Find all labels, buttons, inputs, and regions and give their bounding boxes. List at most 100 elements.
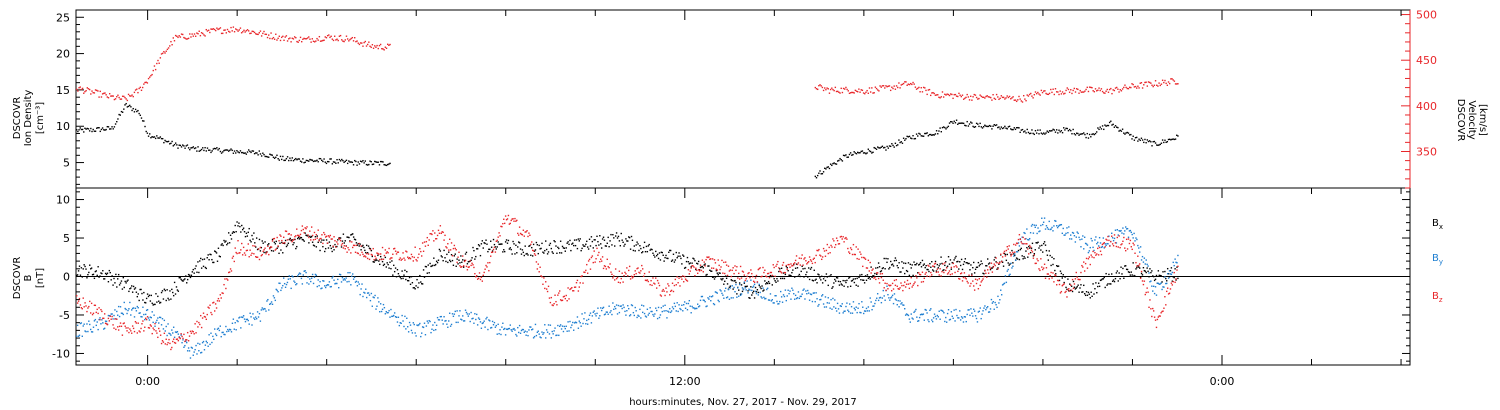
top-data-point (170, 142, 172, 145)
bottom-data-point-bx (997, 267, 999, 269)
bottom-data-point-bz (1079, 278, 1081, 281)
bottom-data-point-by (462, 320, 465, 322)
bottom-data-point-bx (936, 263, 939, 266)
bottom-data-point-bz (407, 257, 410, 260)
bottom-data-point-bx (1154, 278, 1157, 280)
bottom-data-point-by (224, 333, 226, 336)
bottom-data-point-bx (989, 268, 992, 271)
top-data-point (1123, 132, 1125, 134)
bottom-data-point-bz (185, 339, 187, 341)
bottom-data-point-by (969, 314, 971, 317)
bottom-data-point-by (581, 313, 583, 315)
bottom-data-point-bx (350, 234, 352, 236)
bottom-data-point-bz (634, 270, 636, 272)
bottom-data-point-by (454, 310, 456, 313)
top-data-point (257, 154, 259, 156)
top-data-point (249, 32, 251, 35)
top-data-point (77, 130, 79, 133)
top-data-point (877, 89, 879, 91)
bottom-data-point-bx (813, 269, 815, 272)
top-data-point (202, 32, 204, 35)
bottom-data-point-bx (1097, 285, 1099, 288)
bottom-data-point-by (474, 313, 476, 315)
top-data-point (1100, 128, 1103, 130)
bottom-data-point-bz (301, 225, 304, 227)
bottom-data-point-bx (878, 266, 881, 268)
bottom-data-point-bx (1035, 242, 1037, 244)
bottom-data-point-bz (456, 261, 458, 264)
bottom-data-point-by (952, 317, 954, 320)
bottom-data-point-bx (1135, 268, 1137, 270)
x-tick-label: 0:00 (135, 375, 160, 388)
bottom-data-point-bx (1013, 253, 1015, 255)
bottom-data-point-bz (1069, 284, 1072, 286)
bottom-data-point-bz (817, 249, 819, 252)
top-data-point (844, 154, 846, 157)
bottom-data-point-bz (589, 268, 592, 270)
bottom-data-point-bz (663, 290, 665, 292)
top-data-point (1084, 133, 1086, 136)
bottom-data-point-bx (650, 248, 652, 250)
bottom-data-point-bx (906, 270, 909, 273)
bottom-data-point-bx (296, 245, 298, 248)
top-data-point (230, 26, 232, 29)
bottom-data-point-bx (809, 268, 812, 270)
bottom-data-point-bz (1124, 247, 1126, 249)
bottom-data-point-bx (774, 280, 776, 282)
bottom-data-point-by (346, 281, 348, 283)
bottom-data-point-bz (200, 314, 202, 317)
bottom-data-point-bx (779, 268, 781, 270)
top-data-point (326, 160, 329, 163)
top-data-point (346, 162, 349, 165)
bottom-data-point-bx (1033, 252, 1036, 255)
bottom-data-point-by (699, 299, 702, 302)
bottom-data-point-bz (448, 249, 450, 251)
top-data-point (814, 86, 817, 89)
bottom-data-point-bz (728, 270, 731, 272)
bottom-data-point-bz (227, 279, 229, 281)
bottom-data-point-bz (517, 234, 520, 236)
bottom-data-point-bx (516, 252, 518, 254)
bottom-data-point-bz (208, 307, 210, 309)
top-data-point (133, 111, 136, 113)
bottom-data-point-bz (400, 259, 402, 261)
bottom-data-point-bx (158, 300, 160, 302)
bottom-data-point-bx (582, 244, 584, 246)
bottom-data-point-by (530, 326, 532, 328)
bottom-data-point-bz (414, 246, 416, 248)
top-data-point (888, 85, 891, 87)
bottom-data-point-by (269, 303, 271, 306)
top-data-point (333, 35, 336, 37)
bottom-data-point-bx (160, 291, 163, 294)
bottom-data-point-by (531, 329, 533, 331)
bottom-data-point-by (662, 305, 664, 307)
bottom-data-point-bx (511, 253, 513, 255)
top-data-point (847, 90, 849, 92)
top-data-point (303, 37, 305, 40)
top-data-point (349, 38, 351, 41)
bottom-data-point-bx (810, 266, 813, 269)
bottom-data-point-by (288, 275, 290, 277)
bottom-data-point-by (363, 291, 365, 294)
bottom-data-point-bx (1012, 262, 1014, 264)
bottom-data-point-bx (378, 260, 380, 262)
top-data-point (1010, 98, 1012, 100)
bottom-data-point-by (383, 306, 386, 309)
bottom-data-point-by (1025, 237, 1027, 240)
bottom-data-point-bx (530, 254, 532, 256)
bottom-data-point-bz (300, 229, 303, 232)
bottom-data-point-by (844, 310, 846, 312)
top-data-point (884, 146, 886, 149)
bottom-data-point-bz (644, 279, 647, 281)
bottom-data-point-bz (626, 267, 628, 269)
bottom-data-point-bx (118, 284, 121, 286)
bottom-data-point-by (951, 315, 953, 318)
bottom-data-point-by (328, 281, 331, 283)
bottom-data-point-bx (600, 247, 603, 249)
bottom-data-point-by (780, 296, 783, 298)
bottom-data-point-bz (954, 271, 956, 274)
bottom-data-point-bx (292, 243, 294, 246)
bottom-data-point-by (681, 304, 683, 306)
bottom-data-point-bx (602, 236, 605, 238)
bottom-data-point-bz (523, 235, 525, 237)
